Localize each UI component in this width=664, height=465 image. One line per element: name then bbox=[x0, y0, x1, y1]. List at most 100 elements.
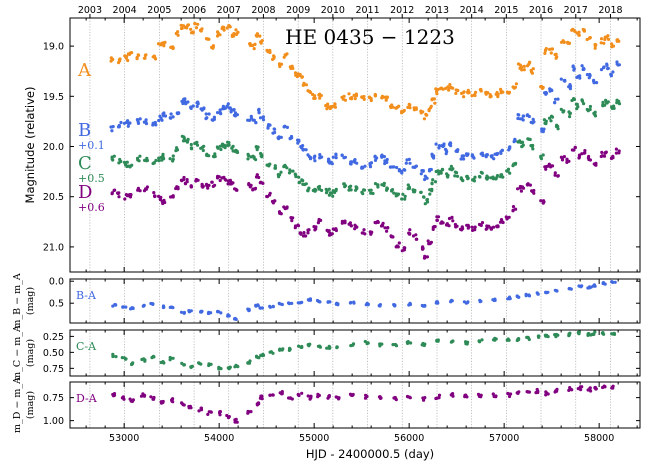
series-c-data-point bbox=[556, 127, 560, 131]
series-b-data-point bbox=[430, 152, 434, 156]
series-c-data-point bbox=[501, 175, 505, 179]
top-year-label: 2003 bbox=[78, 5, 102, 16]
series-c-data-point bbox=[505, 169, 509, 173]
diff-y-axis-unit: (mag) bbox=[25, 287, 36, 315]
series-d-data-point bbox=[478, 223, 482, 227]
series-c-data-point bbox=[601, 100, 605, 104]
series-a-data-point bbox=[566, 40, 570, 45]
diff-d-data-point bbox=[218, 411, 222, 415]
diff-b-data-point bbox=[280, 302, 284, 306]
series-c-data-point bbox=[508, 171, 512, 175]
series-c-data-point bbox=[392, 191, 396, 195]
series-d-data-point bbox=[224, 178, 228, 182]
series-b-data-point bbox=[219, 112, 223, 116]
series-d-data-point bbox=[451, 219, 455, 223]
diff-d-data-point bbox=[227, 415, 231, 419]
chart-title: HE 0435 − 1223 bbox=[285, 25, 455, 49]
diff-c-data-point bbox=[391, 343, 395, 347]
series-a-data-point bbox=[603, 35, 607, 39]
series-d-data-point bbox=[158, 197, 162, 201]
diff-d-data-point bbox=[580, 385, 584, 389]
series-d-data-point bbox=[514, 207, 518, 211]
x-tick-label: 57000 bbox=[489, 433, 519, 444]
series-a-data-point bbox=[451, 86, 455, 90]
diff-d-data-point bbox=[207, 410, 211, 414]
diff-b-data-point bbox=[423, 304, 427, 308]
series-a-data-point bbox=[511, 85, 515, 89]
series-b-data-point bbox=[513, 139, 517, 143]
series-d-data-point bbox=[291, 216, 295, 220]
series-c-data-point bbox=[314, 188, 318, 192]
series-c-data-point bbox=[252, 156, 256, 160]
series-b-data-point bbox=[204, 112, 208, 116]
series-a-data-point bbox=[496, 92, 500, 97]
diff-b-data-point bbox=[307, 298, 311, 302]
diff-y-axis-unit: (mag) bbox=[25, 391, 36, 419]
series-c-data-point bbox=[400, 197, 404, 201]
series-d-data-point bbox=[123, 197, 127, 201]
series-b-data-point bbox=[176, 111, 181, 115]
series-a-data-point bbox=[588, 36, 592, 40]
diff-b-data-point bbox=[392, 303, 396, 307]
series-d-data-point bbox=[251, 188, 255, 192]
series-d-data-point bbox=[235, 188, 239, 192]
series-d-data-point bbox=[519, 189, 524, 193]
series-b-data-point bbox=[349, 162, 353, 166]
series-b-data-point bbox=[181, 101, 185, 106]
series-d-data-point bbox=[389, 234, 393, 238]
series-d-data-point bbox=[362, 228, 366, 232]
series-c-data-point bbox=[428, 192, 432, 196]
series-d-data-point bbox=[249, 183, 253, 187]
series-c-data-point bbox=[317, 184, 322, 189]
series-d-data-point bbox=[544, 167, 548, 171]
series-b-data-point bbox=[279, 135, 283, 139]
series-b-data-point bbox=[169, 112, 173, 116]
diff-d-data-point bbox=[491, 392, 495, 396]
series-a-data-point bbox=[128, 51, 133, 55]
series-c-data-point bbox=[186, 139, 190, 143]
series-c-data-point bbox=[267, 164, 271, 168]
y-tick-label: 0.50 bbox=[43, 348, 64, 359]
series-d-data-point bbox=[484, 227, 488, 231]
diff-b-data-point bbox=[287, 302, 291, 306]
series-a-data-point bbox=[454, 88, 458, 92]
series-b-data-point bbox=[395, 165, 399, 170]
series-a-data-point bbox=[215, 34, 220, 38]
diff-b-data-point bbox=[290, 301, 294, 305]
series-d-data-point bbox=[454, 225, 458, 229]
series-b-data-point bbox=[544, 92, 548, 96]
series-b-data-point bbox=[257, 107, 261, 111]
series-c-data-point bbox=[215, 145, 219, 149]
series-a-data-point bbox=[462, 95, 466, 99]
series-a-data-point bbox=[446, 85, 450, 89]
diff-c-data-point bbox=[536, 334, 541, 338]
series-b-data-point bbox=[404, 161, 408, 165]
series-d-data-point bbox=[600, 150, 604, 154]
series-b-data-point bbox=[442, 143, 446, 148]
series-c-data-point bbox=[143, 158, 147, 162]
series-c-data-point bbox=[330, 191, 334, 195]
series-d-data-point bbox=[573, 145, 577, 149]
series-d-data-point bbox=[215, 176, 220, 180]
diff-y-axis-label: m_C − m_A bbox=[12, 325, 23, 381]
series-d-data-point bbox=[313, 228, 317, 232]
series-b-data-point bbox=[383, 161, 387, 166]
diff-d-data-point bbox=[259, 394, 263, 398]
series-b-data-point bbox=[268, 123, 272, 127]
diff-c-data-point bbox=[436, 338, 440, 342]
series-a-data-point bbox=[317, 93, 321, 97]
series-c-data-point bbox=[592, 111, 596, 115]
diff-b-data-point bbox=[187, 309, 191, 313]
diff-d-data-point bbox=[536, 390, 540, 395]
series-a-data-point bbox=[179, 26, 184, 31]
diff-b-data-point bbox=[271, 304, 275, 308]
series-c-data-point bbox=[544, 119, 548, 123]
series-b-data-point bbox=[138, 117, 142, 121]
diff-c-data-point bbox=[235, 364, 239, 368]
diff-d-data-point bbox=[225, 413, 229, 418]
curve-label-d: D bbox=[78, 182, 92, 203]
series-c-data-point bbox=[279, 170, 283, 174]
series-a-data-point bbox=[486, 91, 490, 95]
series-a-data-point bbox=[433, 101, 437, 105]
